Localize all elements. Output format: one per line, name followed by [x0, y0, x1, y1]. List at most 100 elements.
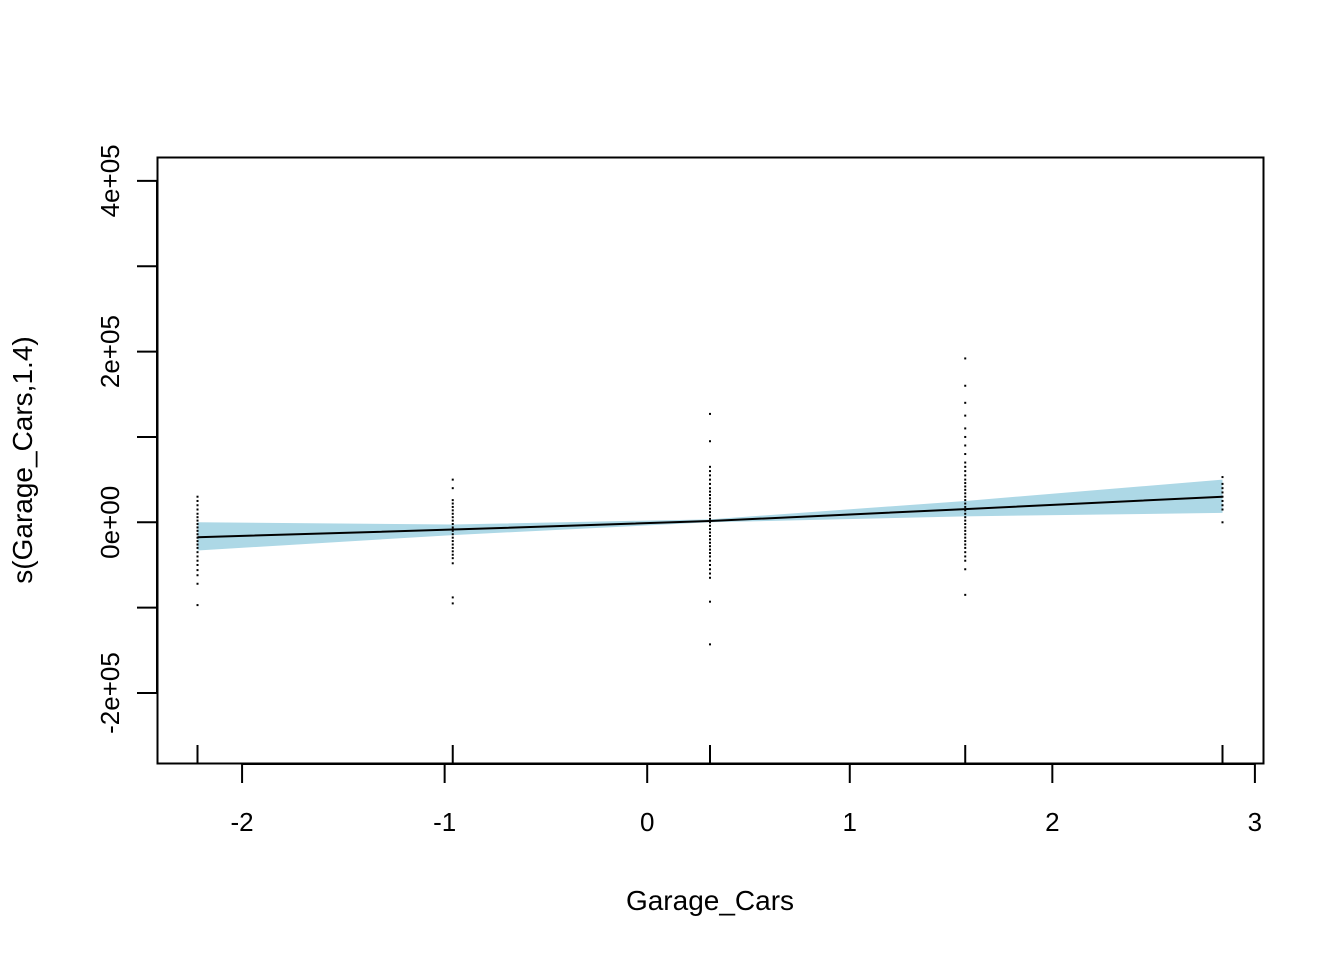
residual-point — [964, 502, 967, 505]
residual-point — [964, 478, 967, 481]
residual-point — [196, 574, 199, 577]
x-tick-label: 1 — [843, 807, 857, 837]
residual-point — [451, 505, 454, 508]
residual-point — [709, 487, 711, 490]
residual-point — [451, 536, 454, 539]
y-tick-label: -2e+05 — [95, 652, 125, 734]
residual-point — [196, 563, 199, 566]
residual-point — [709, 490, 711, 493]
residual-point — [964, 435, 967, 438]
residual-point — [451, 526, 454, 529]
residual-point — [709, 541, 711, 544]
residual-point — [964, 384, 967, 387]
x-axis: -2 -1 0 1 2 3 — [231, 763, 1262, 837]
residual-point — [451, 512, 454, 515]
partial-residuals-layer — [196, 357, 1224, 646]
residual-point — [964, 536, 967, 539]
residual-point — [709, 474, 711, 477]
residual-point — [451, 553, 454, 556]
residual-point — [451, 519, 454, 522]
residual-point — [451, 502, 454, 505]
residual-point — [709, 559, 711, 562]
x-tick-label: -2 — [231, 807, 254, 837]
residual-point — [709, 531, 711, 534]
residual-point — [964, 485, 967, 488]
residual-point — [709, 478, 711, 481]
residual-point — [964, 492, 967, 495]
residual-point — [196, 533, 199, 536]
residual-point — [709, 493, 711, 496]
residual-point — [196, 516, 199, 519]
residual-point — [451, 523, 454, 526]
residual-point — [964, 505, 967, 508]
residual-point — [964, 533, 967, 536]
residual-point — [964, 540, 967, 543]
residual-point — [709, 555, 711, 558]
y-tick-label: 2e+05 — [95, 315, 125, 388]
residual-point — [709, 568, 711, 571]
residual-point — [709, 524, 711, 527]
residual-point — [964, 401, 967, 404]
residual-point — [964, 453, 967, 456]
residual-point — [451, 562, 454, 565]
residual-point — [196, 508, 199, 511]
residual-point — [709, 511, 711, 514]
residual-point — [709, 507, 711, 510]
residual-point — [709, 534, 711, 537]
residual-point — [709, 497, 711, 500]
residual-point — [196, 529, 199, 532]
residual-point — [196, 523, 199, 526]
smooth-line — [197, 495, 1223, 539]
residual-point — [964, 551, 967, 554]
residual-point — [709, 514, 711, 517]
smooth-line-layer — [197, 495, 1223, 539]
residual-point — [196, 495, 199, 498]
residual-point — [451, 550, 454, 553]
residual-point — [964, 519, 967, 522]
residual-point — [709, 600, 711, 603]
residual-point — [451, 499, 454, 502]
residual-point — [196, 499, 199, 502]
x-tick-label: -1 — [433, 807, 456, 837]
residual-point — [709, 528, 711, 531]
residual-point — [964, 546, 967, 549]
residual-point — [1221, 521, 1224, 524]
residual-point — [451, 543, 454, 546]
residual-point — [1221, 487, 1224, 490]
y-tick-label: 4e+05 — [95, 144, 125, 217]
residual-point — [451, 602, 454, 605]
x-tick-label: 2 — [1045, 807, 1059, 837]
confidence-band — [197, 479, 1223, 551]
residual-point — [709, 440, 711, 443]
residual-point — [709, 643, 711, 646]
residual-point — [1221, 504, 1224, 507]
y-axis: -2e+05 0e+00 2e+05 4e+05 — [95, 144, 158, 734]
residual-point — [451, 478, 454, 481]
residual-point — [1221, 476, 1224, 479]
residual-point — [451, 529, 454, 532]
residual-point — [196, 536, 199, 539]
residual-point — [964, 593, 967, 596]
residual-point — [196, 569, 199, 572]
residual-point — [196, 551, 199, 554]
residual-point — [709, 572, 711, 575]
residual-point — [1221, 508, 1224, 511]
residual-point — [964, 470, 967, 473]
residual-point — [196, 504, 199, 507]
residual-point — [196, 582, 199, 585]
residual-point — [196, 555, 199, 558]
y-tick-label: 0e+00 — [95, 486, 125, 559]
y-axis-title: s(Garage_Cars,1.4) — [7, 336, 38, 583]
residual-point — [451, 487, 454, 490]
residual-point — [964, 414, 967, 417]
residual-point — [196, 526, 199, 529]
residual-point — [451, 540, 454, 543]
residual-point — [196, 540, 199, 543]
residual-point — [964, 526, 967, 529]
residual-point — [964, 543, 967, 546]
residual-point — [196, 559, 199, 562]
residual-point — [964, 357, 967, 360]
residual-point — [964, 516, 967, 519]
residual-point — [196, 604, 199, 607]
